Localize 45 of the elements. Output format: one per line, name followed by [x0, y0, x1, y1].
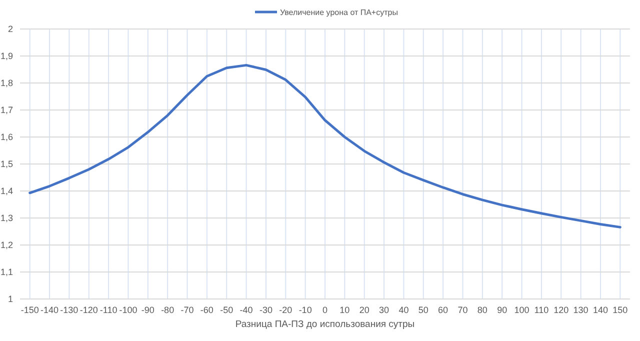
x-tick-label: 0	[322, 305, 328, 315]
y-tick-label: 1,5	[0, 159, 13, 170]
x-tick-label: -30	[259, 305, 272, 315]
x-tick-label: -20	[279, 305, 292, 315]
x-tick-label: -50	[220, 305, 234, 315]
y-tick-label: 1,2	[0, 240, 13, 250]
x-tick-label: 90	[497, 305, 508, 315]
x-tick-label: -150	[20, 305, 39, 315]
x-tick-label: 40	[398, 305, 409, 315]
x-tick-label: -90	[141, 305, 154, 315]
x-tick-label: 30	[379, 305, 390, 315]
y-tick-label: 1,7	[0, 105, 13, 116]
x-tick-label: -80	[161, 305, 174, 315]
y-tick-label: 1,4	[0, 186, 13, 196]
y-tick-label: 2	[8, 24, 13, 34]
x-tick-label: 120	[554, 305, 569, 315]
x-tick-label: 50	[418, 305, 428, 315]
x-tick-label: -130	[60, 305, 78, 315]
x-tick-label: 150	[612, 305, 628, 315]
x-tick-label: -140	[40, 305, 59, 315]
y-tick-label: 1,6	[0, 132, 13, 142]
x-tick-label: 10	[340, 305, 350, 315]
y-tick-label: 1,3	[0, 213, 13, 224]
y-tick-label: 1,8	[0, 78, 13, 88]
x-axis-title: Разница ПА-ПЗ до использования сутры	[235, 319, 415, 330]
x-tick-label: 20	[359, 305, 370, 315]
x-tick-label: -40	[240, 305, 253, 315]
x-tick-label: -100	[119, 305, 138, 315]
x-tick-label: 140	[592, 305, 608, 315]
y-tick-label: 1	[8, 294, 13, 304]
x-tick-label: 80	[477, 305, 488, 315]
x-tick-label: 70	[458, 305, 468, 315]
x-tick-label: 100	[514, 305, 530, 315]
x-tick-label: 60	[438, 305, 448, 315]
x-tick-label: -120	[80, 305, 98, 315]
y-tick-label: 1,1	[0, 267, 13, 278]
x-tick-label: 130	[573, 305, 588, 315]
x-tick-label: -70	[180, 305, 194, 315]
legend-label: Увеличение урона от ПА+сутры	[280, 8, 398, 17]
x-tick-label: -60	[200, 305, 214, 315]
x-tick-label: 110	[534, 305, 549, 315]
x-tick-label: -110	[100, 305, 118, 315]
line-series	[28, 64, 622, 228]
y-tick-label: 1,9	[0, 51, 13, 62]
x-tick-label: -10	[298, 305, 312, 315]
